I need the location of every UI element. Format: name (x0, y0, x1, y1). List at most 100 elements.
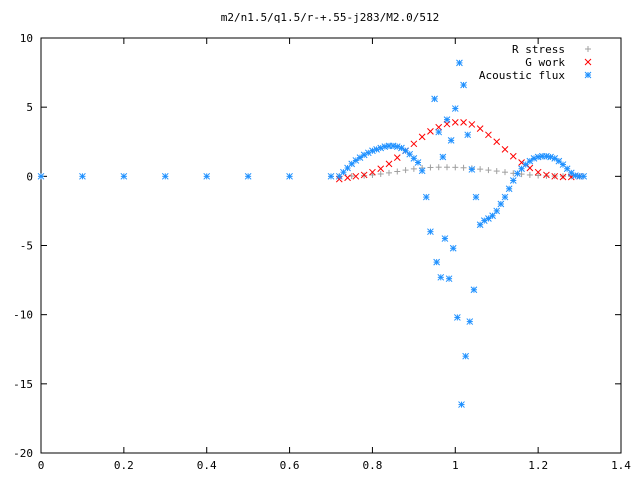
data-point (431, 95, 438, 103)
data-point (414, 159, 422, 166)
y-tick-label: 10 (20, 32, 33, 45)
data-point (393, 154, 401, 162)
data-point (547, 153, 554, 161)
y-axis: -20 -15 -10 -5 0 5 10 (13, 32, 621, 460)
data-point (427, 164, 434, 171)
data-point (555, 157, 563, 165)
data-point (501, 146, 509, 153)
data-point (449, 244, 457, 252)
data-point (464, 131, 472, 139)
x-tick-label: 1.4 (611, 459, 631, 472)
data-point (386, 169, 392, 176)
data-point (286, 172, 293, 180)
data-series (37, 59, 588, 408)
data-point (410, 140, 418, 148)
data-point (352, 172, 360, 180)
data-point (497, 200, 505, 208)
data-point (410, 165, 417, 172)
data-point (377, 165, 385, 173)
data-point (551, 172, 559, 180)
data-point (377, 144, 385, 152)
legend-label: Acoustic flux (479, 69, 565, 82)
data-point (543, 171, 550, 179)
data-point (466, 318, 474, 325)
data-point (460, 81, 467, 89)
data-point (439, 153, 447, 161)
data-point (385, 160, 393, 168)
data-point (120, 172, 128, 180)
data-point (393, 143, 401, 150)
series-2 (335, 119, 583, 183)
data-point (447, 137, 455, 144)
legend-marker (584, 58, 592, 66)
data-point (485, 131, 492, 139)
y-tick-label: -5 (20, 240, 33, 253)
legend-marker (584, 71, 592, 79)
data-point (526, 171, 533, 178)
data-point (451, 119, 459, 126)
data-point (373, 146, 380, 153)
data-point (435, 128, 443, 136)
plot-frame (40, 37, 622, 454)
data-point (451, 105, 459, 112)
y-tick-label: -15 (13, 378, 33, 391)
x-tick-label: 1.2 (528, 459, 548, 472)
data-point (477, 166, 484, 173)
data-point (427, 128, 434, 135)
data-point (445, 275, 453, 283)
data-point (543, 172, 550, 179)
data-point (369, 171, 376, 178)
data-point (493, 168, 500, 175)
data-point (433, 258, 440, 266)
data-point (437, 273, 445, 281)
data-point (443, 116, 451, 123)
data-point (485, 215, 492, 222)
data-point (535, 172, 542, 179)
data-point (526, 157, 534, 165)
data-point (356, 154, 364, 162)
data-point (559, 173, 567, 181)
x-tick-label: 0.8 (362, 459, 382, 472)
series-3 (37, 59, 588, 408)
x-tick-label: 0.6 (280, 459, 300, 472)
data-point (377, 170, 384, 177)
x-tick-label: 0 (38, 459, 45, 472)
data-point (422, 193, 430, 201)
data-point (567, 169, 575, 177)
data-point (435, 123, 443, 131)
data-point (427, 228, 434, 236)
data-point (468, 166, 476, 173)
data-point (352, 157, 360, 164)
data-point (543, 152, 550, 160)
data-point (514, 170, 521, 177)
legend-label: R stress (512, 43, 565, 56)
data-point (580, 172, 588, 180)
data-point (37, 172, 45, 180)
data-point (493, 138, 501, 146)
data-point (460, 164, 467, 171)
data-point (402, 167, 409, 174)
data-point (418, 133, 426, 141)
y-tick-label: -10 (13, 309, 33, 322)
data-point (509, 177, 517, 184)
data-point (458, 401, 465, 408)
data-point (460, 119, 467, 126)
data-point (369, 168, 376, 176)
x-tick-label: 1 (452, 459, 459, 472)
data-point (381, 143, 389, 150)
data-point (493, 207, 501, 215)
x-tick-label: 0.2 (114, 459, 134, 472)
data-point (456, 59, 463, 67)
data-point (244, 172, 252, 180)
data-point (485, 167, 492, 174)
data-point (364, 149, 372, 157)
data-point (441, 235, 449, 242)
data-point (418, 167, 426, 175)
data-point (518, 171, 525, 178)
data-point (472, 193, 480, 201)
data-point (505, 185, 513, 193)
data-point (444, 164, 450, 171)
data-point (452, 164, 459, 171)
data-point (79, 172, 86, 180)
